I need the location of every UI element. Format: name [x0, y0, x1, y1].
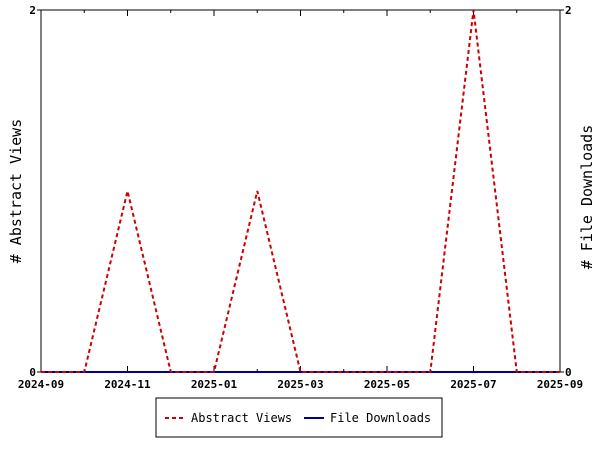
y2-axis-label: # File Downloads [578, 125, 596, 270]
y2-tick-label: 0 [565, 366, 572, 379]
legend-label-abstract-views: Abstract Views [191, 411, 292, 425]
legend-box [155, 397, 443, 438]
y-tick-label: 2 [29, 4, 36, 17]
y-tick-label: 0 [29, 366, 36, 379]
y2-tick-label: 2 [565, 4, 572, 17]
x-tick-label: 2024-09 [18, 378, 64, 391]
series-line-abstract-views [41, 9, 560, 373]
y-axis-label: # Abstract Views [7, 119, 25, 264]
plot-area [40, 9, 561, 373]
x-tick-label: 2025-03 [277, 378, 323, 391]
x-tick-label: 2025-01 [191, 378, 238, 391]
legend-label-file-downloads: File Downloads [330, 411, 431, 425]
legend: Abstract Views File Downloads [155, 397, 443, 438]
x-tick-label: 2025-05 [364, 378, 410, 391]
x-tick-label: 2025-07 [450, 378, 496, 391]
x-tick-label: 2025-09 [537, 378, 583, 391]
x-tick-label: 2024-11 [104, 378, 151, 391]
